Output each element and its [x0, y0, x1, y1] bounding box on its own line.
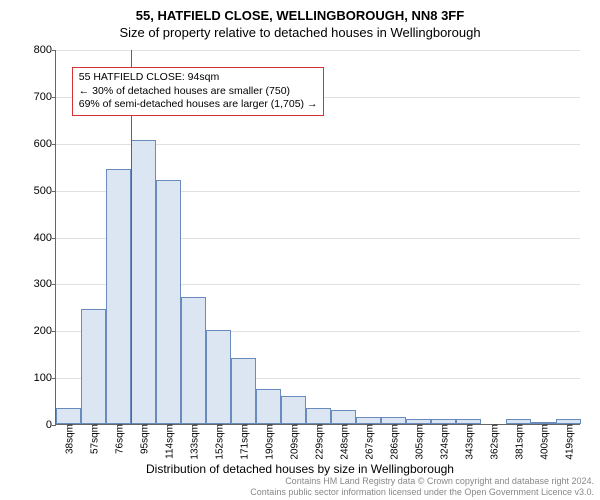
xtick-label: 305sqm: [412, 424, 425, 460]
ytick-label: 600: [34, 138, 56, 150]
histogram-bar: [206, 330, 231, 424]
ytick-label: 0: [46, 419, 56, 431]
ytick-label: 200: [34, 325, 56, 337]
histogram-bar: [356, 417, 381, 424]
xtick-label: 76sqm: [112, 424, 125, 454]
ytick-label: 700: [34, 91, 56, 103]
xtick-label: 190sqm: [262, 424, 275, 460]
xtick-label: 133sqm: [187, 424, 200, 460]
chart-container: 55, HATFIELD CLOSE, WELLINGBOROUGH, NN8 …: [0, 0, 600, 500]
xtick-label: 57sqm: [87, 424, 100, 454]
gridline: [56, 50, 580, 51]
xtick-label: 152sqm: [212, 424, 225, 460]
xtick-label: 286sqm: [387, 424, 400, 460]
xtick-label: 343sqm: [462, 424, 475, 460]
ytick-label: 800: [34, 44, 56, 56]
histogram-bar: [106, 169, 131, 424]
annotation-line: 55 HATFIELD CLOSE: 94sqm: [79, 71, 318, 85]
ytick-label: 100: [34, 372, 56, 384]
xtick-label: 95sqm: [137, 424, 150, 454]
histogram-bar: [256, 389, 281, 424]
xtick-label: 419sqm: [562, 424, 575, 460]
xtick-label: 267sqm: [362, 424, 375, 460]
xtick-label: 400sqm: [537, 424, 550, 460]
xtick-label: 209sqm: [287, 424, 300, 460]
histogram-bar: [381, 417, 406, 424]
ytick-label: 300: [34, 278, 56, 290]
xtick-label: 171sqm: [237, 424, 250, 460]
footer-note: Contains HM Land Registry data © Crown c…: [250, 476, 594, 498]
plot-area: 010020030040050060070080038sqm57sqm76sqm…: [55, 50, 580, 425]
xtick-label: 114sqm: [162, 424, 175, 459]
histogram-bar: [156, 180, 181, 424]
xtick-label: 38sqm: [62, 424, 75, 454]
xtick-label: 248sqm: [337, 424, 350, 460]
histogram-bar: [181, 297, 206, 424]
histogram-bar: [56, 408, 81, 424]
xtick-label: 381sqm: [512, 424, 525, 460]
annotation-line: 69% of semi-detached houses are larger (…: [79, 98, 318, 112]
histogram-bar: [331, 410, 356, 424]
annotation-box: 55 HATFIELD CLOSE: 94sqm← 30% of detache…: [72, 67, 325, 116]
chart-title-sub: Size of property relative to detached ho…: [0, 23, 600, 40]
ytick-label: 400: [34, 232, 56, 244]
histogram-bar: [306, 408, 331, 424]
histogram-bar: [231, 358, 256, 424]
xtick-label: 324sqm: [437, 424, 450, 460]
annotation-line: ← 30% of detached houses are smaller (75…: [79, 85, 318, 99]
ytick-label: 500: [34, 185, 56, 197]
xtick-label: 229sqm: [312, 424, 325, 460]
histogram-bar: [81, 309, 106, 424]
histogram-bar: [131, 140, 156, 424]
footer-line-1: Contains HM Land Registry data © Crown c…: [250, 476, 594, 487]
x-axis-label: Distribution of detached houses by size …: [0, 462, 600, 476]
chart-title-main: 55, HATFIELD CLOSE, WELLINGBOROUGH, NN8 …: [0, 0, 600, 23]
histogram-bar: [281, 396, 306, 424]
footer-line-2: Contains public sector information licen…: [250, 487, 594, 498]
xtick-label: 362sqm: [487, 424, 500, 460]
